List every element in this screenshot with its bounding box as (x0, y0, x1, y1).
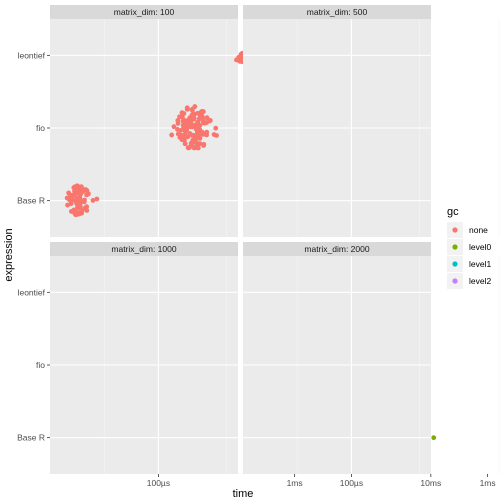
y-tick-label: Base R (17, 196, 45, 206)
data-point (199, 109, 204, 115)
data-point (175, 121, 181, 126)
data-point (90, 198, 96, 203)
data-point (182, 141, 188, 147)
data-point (66, 190, 72, 196)
x-tick-label: 100µs (147, 478, 170, 488)
data-point (195, 110, 201, 116)
data-point (197, 141, 203, 147)
data-point (76, 191, 82, 197)
data-point (84, 204, 90, 210)
panel-2: matrix_dim: 500 (243, 5, 489, 237)
legend-label: none (469, 225, 488, 235)
data-point (191, 137, 196, 143)
y-tick-label: leontief (18, 287, 46, 297)
y-tick-label: fio (36, 360, 45, 370)
panel-strip (243, 242, 431, 256)
panel-strip (50, 5, 238, 19)
data-point (194, 131, 200, 137)
data-point (188, 119, 194, 125)
data-point (201, 141, 207, 147)
data-point (186, 144, 192, 150)
data-point (82, 197, 87, 203)
data-point (213, 125, 219, 131)
data-point (72, 188, 78, 194)
data-point (193, 126, 199, 132)
data-point (66, 196, 72, 202)
data-point (74, 211, 80, 217)
left-tick-labels: Base R fio leontief Base R fio leontief (17, 50, 50, 443)
data-point (179, 137, 185, 143)
data-point (201, 120, 206, 126)
data-point (204, 115, 210, 121)
data-point (207, 118, 212, 124)
y-tick-label: Base R (17, 433, 45, 443)
x-tick-label: 100µs (340, 478, 363, 488)
x-tick-label: 10ms (420, 478, 441, 488)
data-point (181, 117, 186, 123)
data-point (184, 105, 190, 111)
panels-layer: matrix_dim: 100 matrix_dim: 500 matrix_dim… (50, 5, 500, 474)
data-point (183, 121, 189, 126)
panel-3: matrix_dim: 1000 (50, 242, 500, 474)
legend-label: level2 (469, 276, 491, 286)
legend-swatch (452, 227, 458, 233)
data-point (189, 112, 195, 118)
data-point (94, 196, 100, 202)
panel-4: matrix_dim: 2000 (243, 242, 489, 474)
data-point (78, 198, 84, 203)
legend-label: level0 (469, 242, 491, 252)
data-point (196, 145, 201, 151)
legend: gc none level0 level1 level2 (447, 206, 491, 289)
legend-swatch (452, 244, 458, 250)
data-point (185, 134, 191, 140)
data-point (76, 204, 81, 210)
data-point (79, 208, 85, 214)
data-point (204, 129, 210, 135)
data-point (211, 132, 217, 137)
legend-swatch (452, 261, 458, 267)
panel-title: matrix_dim: 100 (114, 7, 175, 17)
legend-title: gc (447, 206, 459, 218)
data-point (75, 195, 80, 201)
data-point (79, 184, 84, 190)
data-point (200, 132, 206, 137)
panel-title: matrix_dim: 2000 (304, 244, 369, 254)
panel-title: matrix_dim: 1000 (111, 244, 176, 254)
x-tick-label: 1ms (480, 478, 496, 488)
x-tick-label: 1ms (287, 478, 303, 488)
data-point (192, 104, 198, 109)
panel-title: matrix_dim: 500 (307, 7, 368, 17)
y-tick-label: leontief (18, 50, 46, 60)
y-tick-label: fio (36, 123, 45, 133)
legend-swatch (452, 278, 458, 284)
data-point (169, 132, 175, 138)
data-point (84, 192, 90, 198)
data-point (190, 132, 195, 138)
data-point (178, 132, 184, 138)
y-axis-title: expression (3, 228, 15, 281)
data-point (171, 124, 177, 130)
data-point (65, 202, 70, 208)
data-point (72, 184, 78, 190)
data-point (431, 435, 437, 441)
bottom-tick-labels: 100µs1ms10ms100ms100µs1ms10ms100ms (147, 474, 496, 488)
legend-label: level1 (469, 259, 491, 269)
panel-strip (243, 5, 431, 19)
data-point (196, 116, 202, 122)
panel-strip (50, 242, 238, 256)
x-axis-title: time (233, 488, 254, 500)
data-point (80, 189, 86, 194)
